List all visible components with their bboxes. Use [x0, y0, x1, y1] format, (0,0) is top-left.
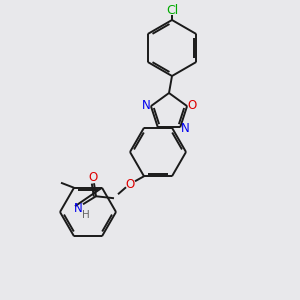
Text: O: O	[88, 171, 98, 184]
Text: N: N	[74, 202, 82, 215]
Text: N: N	[181, 122, 190, 135]
Text: O: O	[125, 178, 135, 191]
Text: H: H	[82, 210, 90, 220]
Text: O: O	[188, 99, 197, 112]
Text: Cl: Cl	[166, 4, 178, 16]
Text: N: N	[142, 99, 150, 112]
